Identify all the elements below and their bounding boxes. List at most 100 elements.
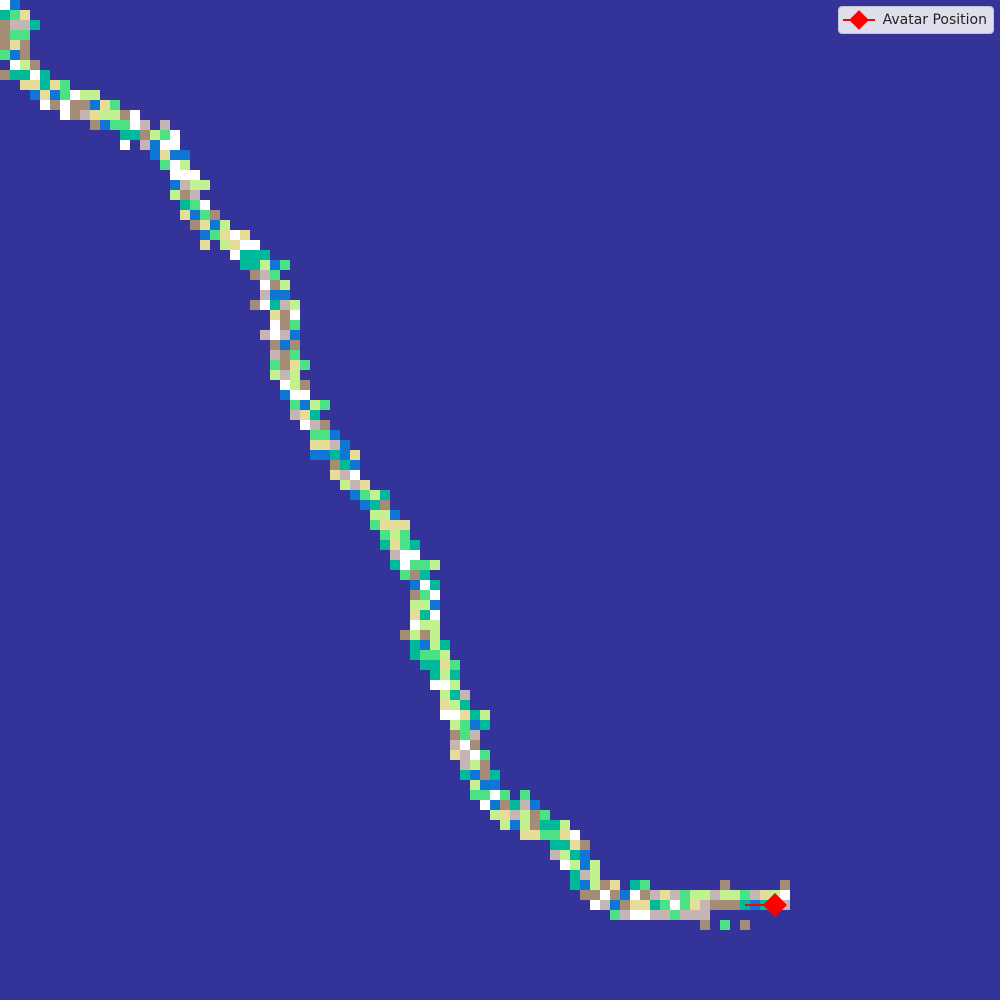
terrain-cell — [670, 910, 680, 920]
terrain-cell — [320, 400, 330, 410]
terrain-cell — [110, 120, 120, 130]
terrain-cell — [290, 410, 300, 420]
terrain-cell — [310, 420, 320, 430]
terrain-cell — [10, 10, 20, 20]
terrain-cell — [280, 340, 290, 350]
terrain-cell — [420, 640, 430, 650]
terrain-cell — [200, 180, 210, 190]
terrain-cell — [680, 900, 690, 910]
terrain-cell — [400, 570, 410, 580]
terrain-cell — [570, 860, 580, 870]
terrain-cell — [570, 830, 580, 840]
terrain-cell — [280, 380, 290, 390]
terrain-cell — [600, 900, 610, 910]
terrain-cell — [300, 410, 310, 420]
terrain-cell — [300, 390, 310, 400]
terrain-path — [0, 0, 790, 930]
terrain-cell — [340, 440, 350, 450]
terrain-cell — [380, 540, 390, 550]
terrain-cell — [520, 820, 530, 830]
terrain-cell — [460, 720, 470, 730]
terrain-cell — [280, 260, 290, 270]
terrain-cell — [280, 390, 290, 400]
terrain-cell — [470, 740, 480, 750]
terrain-cell — [700, 920, 710, 930]
terrain-cell — [520, 800, 530, 810]
terrain-cell — [280, 370, 290, 380]
terrain-cell — [380, 520, 390, 530]
terrain-cell — [0, 40, 10, 50]
terrain-cell — [430, 600, 440, 610]
terrain-cell — [180, 170, 190, 180]
terrain-cell — [740, 890, 750, 900]
terrain-cell — [480, 760, 490, 770]
terrain-cell — [30, 90, 40, 100]
terrain-cell — [410, 580, 420, 590]
terrain-cell — [180, 210, 190, 220]
terrain-cell — [630, 910, 640, 920]
terrain-cell — [470, 720, 480, 730]
terrain-cell — [310, 440, 320, 450]
terrain-cell — [450, 740, 460, 750]
diamond-marker-icon[interactable] — [763, 893, 787, 917]
terrain-cell — [400, 530, 410, 540]
terrain-cell — [280, 280, 290, 290]
terrain-cell — [20, 30, 30, 40]
terrain-cell — [550, 840, 560, 850]
terrain-cell — [250, 250, 260, 260]
terrain-cell — [430, 630, 440, 640]
avatar-marker[interactable] — [745, 893, 787, 917]
terrain-cell — [50, 100, 60, 110]
terrain-cell — [530, 820, 540, 830]
terrain-cell — [330, 440, 340, 450]
terrain-cell — [530, 800, 540, 810]
terrain-cell — [160, 160, 170, 170]
terrain-cell — [470, 770, 480, 780]
terrain-cell — [450, 690, 460, 700]
terrain-cell — [160, 130, 170, 140]
terrain-cell — [500, 810, 510, 820]
terrain-cell — [50, 80, 60, 90]
terrain-cell — [440, 650, 450, 660]
terrain-cell — [350, 480, 360, 490]
terrain-cell — [60, 90, 70, 100]
terrain-cell — [120, 140, 130, 150]
terrain-cell — [220, 240, 230, 250]
terrain-cell — [690, 910, 700, 920]
terrain-cell — [120, 130, 130, 140]
terrain-cell — [220, 230, 230, 240]
terrain-cell — [330, 450, 340, 460]
terrain-cell — [340, 450, 350, 460]
terrain-cell — [50, 90, 60, 100]
terrain-cell — [490, 780, 500, 790]
terrain-cell — [40, 90, 50, 100]
terrain-cell — [0, 0, 10, 10]
terrain-cell — [70, 110, 80, 120]
terrain-cell — [310, 450, 320, 460]
terrain-cell — [760, 890, 770, 900]
terrain-cell — [260, 300, 270, 310]
terrain-cell — [700, 900, 710, 910]
terrain-cell — [440, 690, 450, 700]
terrain-cell — [270, 310, 280, 320]
terrain-cell — [80, 90, 90, 100]
terrain-cell — [260, 270, 270, 280]
terrain-cell — [250, 270, 260, 280]
terrain-cell — [400, 540, 410, 550]
terrain-cell — [500, 790, 510, 800]
legend: Avatar Position — [837, 6, 994, 34]
terrain-cell — [170, 160, 180, 170]
terrain-cell — [470, 730, 480, 740]
terrain-cell — [640, 900, 650, 910]
terrain-cell — [410, 560, 420, 570]
terrain-cell — [550, 830, 560, 840]
terrain-cell — [710, 890, 720, 900]
terrain-cell — [440, 680, 450, 690]
terrain-cell — [430, 650, 440, 660]
terrain-cell — [660, 900, 670, 910]
terrain-cell — [460, 750, 470, 760]
terrain-cell — [230, 240, 240, 250]
terrain-cell — [580, 860, 590, 870]
terrain-cell — [270, 360, 280, 370]
